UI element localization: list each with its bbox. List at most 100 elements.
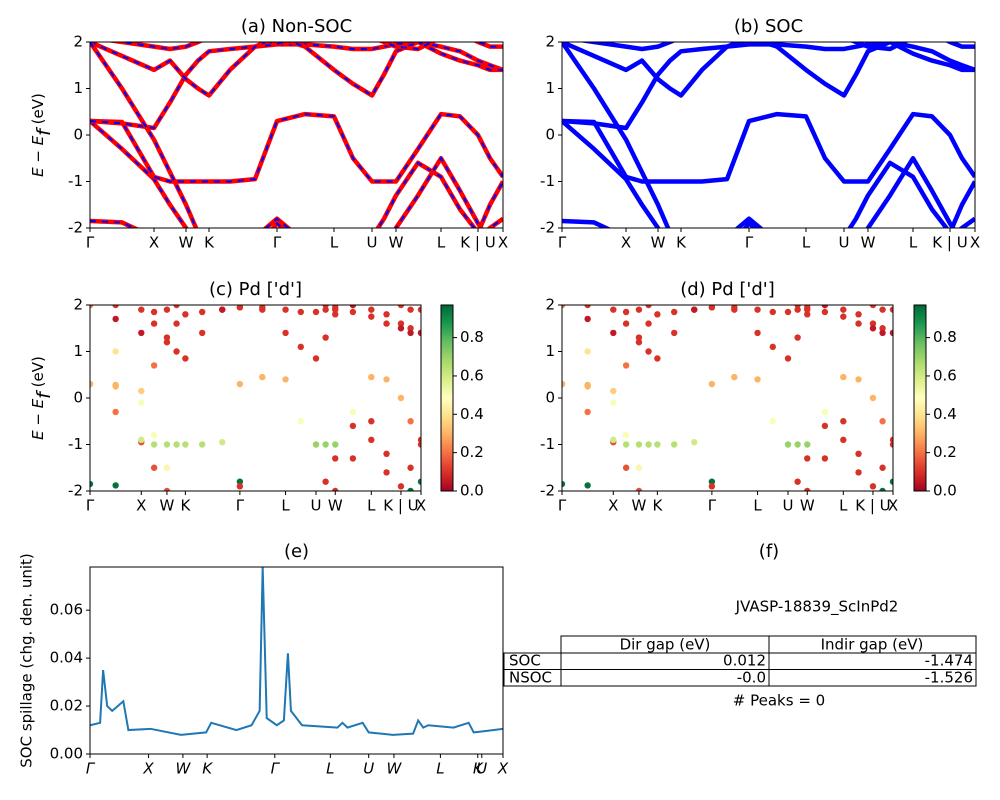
- projection-dot: [407, 464, 414, 471]
- table-cell: -1.526: [925, 669, 973, 687]
- x-tick-label: Γ: [236, 497, 245, 515]
- projection-dot: [794, 305, 801, 309]
- projection-dot: [804, 306, 811, 313]
- projection-dot: [869, 320, 877, 327]
- projection-dot: [182, 520, 188, 526]
- projection-dot: [312, 355, 320, 362]
- projection-dot: [622, 320, 630, 327]
- band-line: [562, 42, 975, 98]
- x-tick-label: X: [888, 497, 898, 515]
- projection-dot: [731, 506, 737, 512]
- projection-dot: [219, 525, 225, 531]
- projection-dot: [282, 516, 288, 522]
- x-tick-label: K | U: [383, 497, 418, 515]
- y-axis-label-sub: f: [33, 389, 55, 399]
- projection-dot: [794, 306, 801, 313]
- projection-dot: [368, 516, 374, 522]
- band-line-overlay: [90, 113, 503, 183]
- projection-dot: [635, 487, 643, 491]
- projection-dot: [313, 530, 319, 536]
- projection-dot: [349, 308, 357, 316]
- projection-dot: [164, 516, 170, 522]
- projection-dot: [259, 525, 265, 531]
- projection-dot: [368, 297, 374, 303]
- plot-area: [90, 567, 503, 736]
- projection-dot: [562, 380, 566, 388]
- band-line: [562, 42, 956, 228]
- plot-area: [90, 297, 421, 536]
- projection-dot: [282, 376, 289, 383]
- colorbar: [440, 304, 454, 492]
- projection-dot: [610, 329, 617, 337]
- projection-dot: [754, 516, 760, 522]
- projection-dot: [417, 478, 421, 485]
- colorbar-tick-label: 0.4: [460, 405, 484, 423]
- y-tick-label: 0.00: [50, 745, 83, 763]
- projection-dot: [671, 441, 678, 448]
- projection-dot: [804, 487, 811, 491]
- y-tick-label: -2: [68, 219, 83, 237]
- projection-dot: [691, 306, 698, 313]
- x-tick-label: W: [387, 760, 403, 778]
- projection-dot: [173, 516, 179, 522]
- projection-dot: [671, 329, 678, 337]
- colorbar-tick-label: 0.6: [460, 366, 484, 384]
- projection-dot: [417, 436, 421, 444]
- projection-dot: [635, 334, 643, 341]
- x-tick-label: K | U: [460, 234, 495, 252]
- projection-dot: [584, 305, 591, 309]
- projection-dot: [332, 455, 339, 462]
- y-axis-label-sub: f: [33, 126, 55, 136]
- projection-dot: [821, 422, 829, 430]
- projection-dot: [610, 387, 617, 395]
- band-line-overlay: [90, 42, 503, 130]
- projection-dot: [151, 511, 157, 517]
- projection-dot: [784, 355, 792, 362]
- band-line: [562, 119, 975, 228]
- projection-dot: [889, 306, 893, 313]
- x-tick-label: Γ: [86, 497, 95, 515]
- x-tick-label: X: [497, 760, 509, 778]
- x-tick-label: Γ: [273, 234, 282, 252]
- x-tick-label: W: [389, 234, 404, 252]
- projection-dot: [889, 478, 893, 485]
- projection-dot: [199, 530, 205, 536]
- colorbar-tick-label: 0.2: [460, 443, 484, 461]
- projection-dot: [794, 334, 801, 341]
- projection-dot: [794, 441, 801, 448]
- x-tick-label: L: [436, 760, 444, 778]
- projection-dot: [173, 305, 180, 309]
- projection-dot: [784, 441, 792, 448]
- projection-dot: [397, 483, 405, 490]
- axes-frame: [89, 41, 504, 229]
- projection-dot: [259, 502, 265, 508]
- projection-dot: [182, 355, 189, 362]
- projection-dot: [112, 348, 119, 355]
- projection-dot: [769, 418, 776, 425]
- projection-dot: [332, 441, 339, 448]
- projection-dot: [879, 418, 886, 425]
- y-axis-label-main: E − E: [29, 398, 47, 440]
- projection-dot: [691, 497, 697, 503]
- projection-dot: [112, 315, 119, 323]
- projection-dot: [332, 516, 338, 522]
- plot-area: [90, 42, 503, 228]
- projection-dot: [584, 408, 591, 416]
- projection-dot: [112, 482, 119, 489]
- projection-dot: [282, 530, 288, 536]
- projection-dot: [855, 293, 861, 299]
- projection-dot: [150, 464, 158, 471]
- projection-dot: [821, 408, 829, 416]
- x-tick-label: X: [608, 497, 618, 515]
- projection-dot: [654, 311, 661, 318]
- projection-dot: [785, 530, 791, 536]
- projection-dot: [138, 399, 145, 406]
- y-tick-label: -1: [68, 435, 83, 453]
- band-line: [578, 42, 975, 52]
- projection-dot: [889, 436, 893, 444]
- x-tick-label: Γ: [708, 497, 717, 515]
- projection-dot: [150, 308, 158, 316]
- projection-dot: [383, 450, 390, 457]
- projection-dot: [584, 482, 591, 489]
- projection-dot: [236, 483, 244, 490]
